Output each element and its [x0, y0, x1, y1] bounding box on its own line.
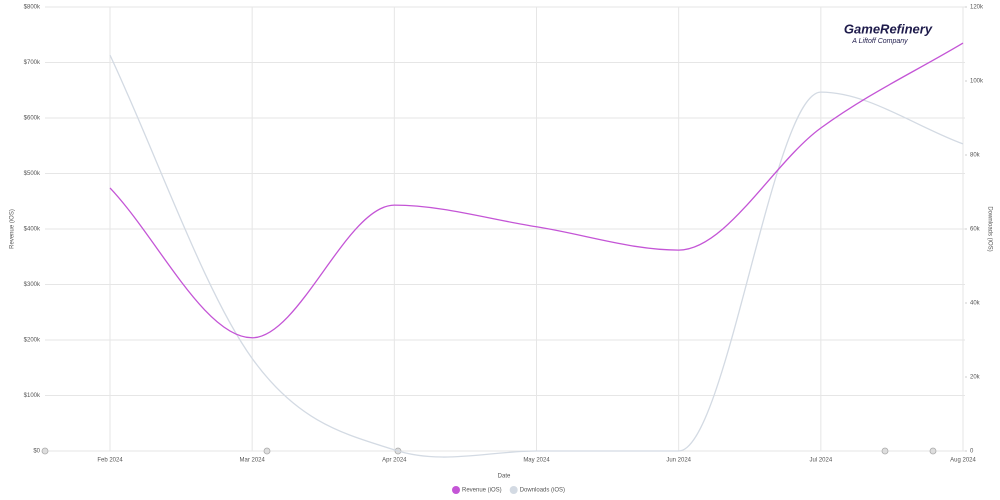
y-tick-label: $400k — [24, 227, 41, 233]
y2-axis-title: Downloads (iOS) — [986, 206, 992, 251]
x-tick-label: May 2024 — [523, 458, 550, 464]
event-marker[interactable] — [929, 447, 937, 455]
legend-swatch — [452, 486, 460, 494]
x-tick-label: Aug 2024 — [950, 458, 976, 464]
y2-tick-label: 20k — [970, 375, 981, 381]
x-tick-label: Jun 2024 — [666, 458, 691, 464]
legend-label: Downloads (iOS) — [520, 488, 565, 494]
x-tick-label: Jul 2024 — [809, 458, 832, 464]
x-axis-title: Date — [498, 474, 511, 480]
series-line — [109, 54, 964, 458]
y-tick-label: $500k — [24, 171, 41, 177]
y-tick-label: $700k — [24, 60, 41, 66]
event-marker[interactable] — [263, 447, 271, 455]
logo-subtitle: A Liftoff Company — [851, 38, 908, 45]
y-tick-label: $0 — [33, 449, 40, 455]
y2-tick-label: 40k — [970, 301, 981, 307]
legend-swatch — [509, 486, 518, 494]
x-tick-label: Feb 2024 — [97, 458, 123, 464]
y-axis-title: Revenue (iOS) — [10, 209, 16, 249]
event-marker[interactable] — [41, 447, 49, 455]
event-marker[interactable] — [881, 447, 889, 455]
y2-tick-label: 80k — [970, 153, 981, 159]
x-tick-label: Apr 2024 — [382, 458, 407, 464]
series-line — [109, 42, 964, 339]
x-tick-label: Mar 2024 — [239, 458, 265, 464]
y-tick-label: $600k — [24, 116, 41, 122]
y-tick-label: $800k — [24, 5, 41, 11]
y-tick-label: $200k — [24, 338, 41, 344]
legend-label: Revenue (iOS) — [462, 488, 502, 494]
y-tick-label: $300k — [24, 282, 41, 288]
y2-tick-label: 60k — [970, 227, 981, 233]
y2-tick-label: 0 — [970, 449, 974, 455]
y2-tick-label: 100k — [970, 79, 984, 85]
y-tick-label: $100k — [24, 393, 41, 399]
logo-title: GameRefinery — [844, 21, 933, 36]
y2-tick-label: 120k — [970, 5, 984, 11]
